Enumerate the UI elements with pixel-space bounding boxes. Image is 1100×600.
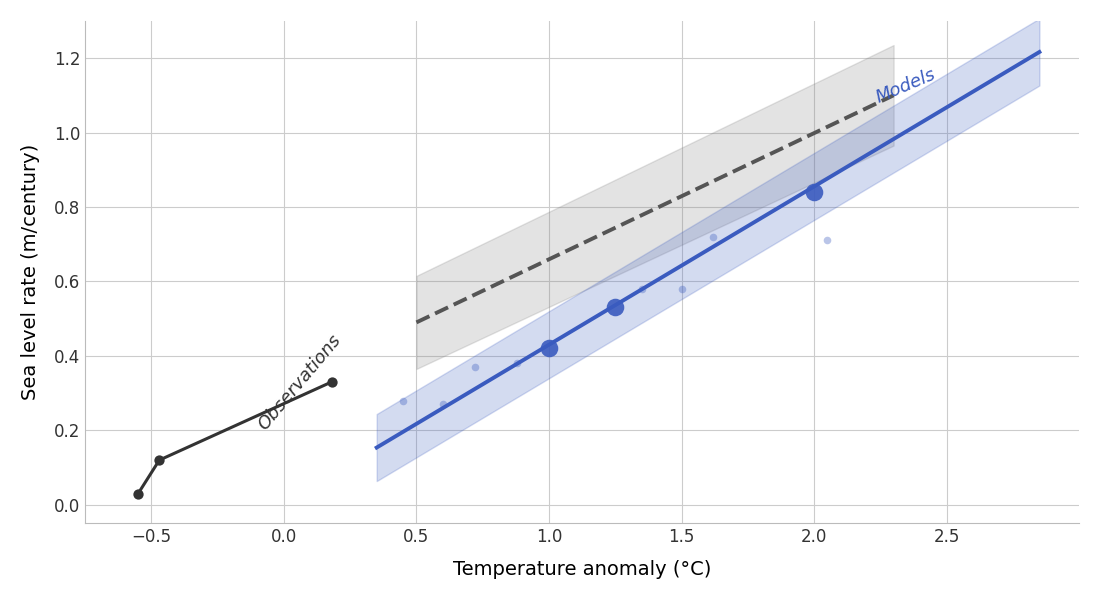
Point (606, 302, 624, 312)
Point (508, 359, 526, 368)
Point (673, 284, 691, 293)
Text: Models: Models (873, 65, 938, 106)
Point (704, 232, 722, 242)
Y-axis label: Sea level rate (m/century): Sea level rate (m/century) (21, 144, 40, 400)
Point (466, 362, 484, 372)
Point (322, 377, 340, 387)
X-axis label: Temperature anomaly (°C): Temperature anomaly (°C) (453, 560, 712, 579)
Point (632, 284, 650, 293)
Point (818, 236, 836, 245)
Point (151, 455, 168, 465)
Point (805, 187, 823, 197)
Point (434, 400, 452, 409)
Text: Observations: Observations (254, 332, 344, 434)
Point (540, 344, 558, 353)
Point (130, 489, 147, 499)
Point (395, 396, 412, 406)
